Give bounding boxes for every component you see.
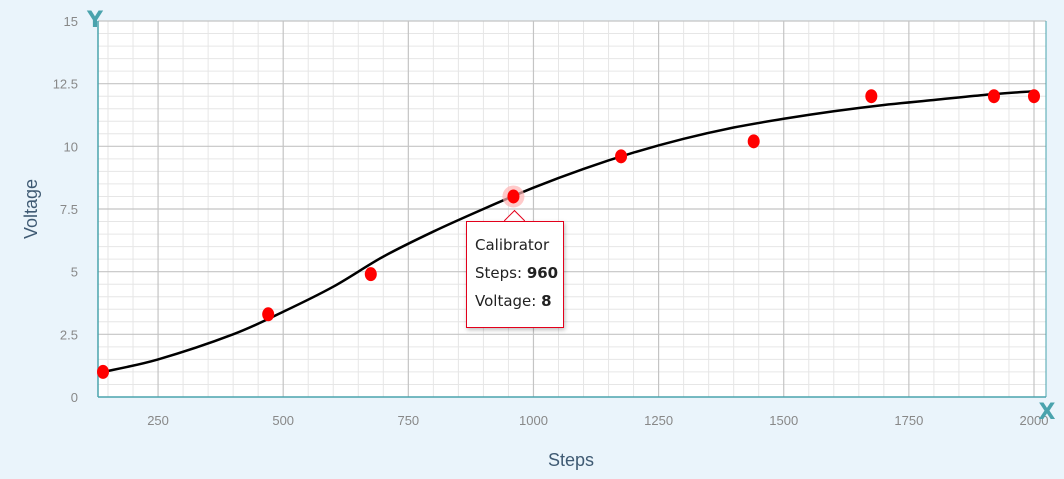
x-tick-label: 1500 (769, 413, 798, 428)
y-tick-labels: 0 2.5 5 7.5 10 12.5 15 (53, 14, 78, 405)
data-point[interactable] (262, 307, 275, 322)
y-tick-label: 15 (64, 14, 78, 29)
y-tick-label: 7.5 (60, 202, 78, 217)
tooltip-steps: Steps: 960 (475, 264, 563, 292)
tooltip-voltage: Voltage: 8 (475, 292, 563, 320)
y-tick-label: 2.5 (60, 327, 78, 342)
data-points (97, 89, 1040, 379)
y-axis-title: Voltage (21, 179, 41, 239)
data-point[interactable] (1028, 89, 1040, 104)
fit-curve-line (102, 89, 1035, 374)
data-point[interactable] (97, 364, 110, 379)
x-tick-labels: 250 500 750 1000 1250 1500 1750 2000 (147, 413, 1048, 428)
x-tick-label: 250 (147, 413, 169, 428)
y-axis-badge: Y (86, 8, 104, 33)
y-tick-label: 10 (64, 139, 78, 154)
data-point[interactable] (615, 149, 628, 164)
x-axis-title: Steps (548, 450, 594, 470)
tooltip-series-name: Calibrator (475, 236, 550, 254)
major-grid (98, 20, 1046, 397)
tooltip-steps-label: Steps: (475, 264, 523, 282)
x-tick-label: 750 (397, 413, 419, 428)
y-tick-label: 0 (71, 390, 78, 405)
tooltip-voltage-value: 8 (541, 292, 552, 310)
x-tick-label: 1750 (894, 413, 923, 428)
x-tick-label: 500 (272, 413, 294, 428)
x-tick-label: 2000 (1020, 413, 1049, 428)
data-point[interactable] (987, 89, 1000, 104)
tooltip-voltage-label: Voltage: (475, 292, 537, 310)
data-point[interactable] (747, 134, 760, 149)
data-point[interactable] (364, 267, 377, 282)
x-tick-label: 1250 (644, 413, 673, 428)
y-tick-label: 5 (71, 265, 78, 280)
point-tooltip: Calibrator Steps: 960 Voltage: 8 (466, 221, 564, 328)
data-point[interactable] (865, 89, 878, 104)
x-axis-badge: X (1039, 400, 1056, 425)
y-tick-label: 12.5 (53, 77, 78, 92)
tooltip-steps-value: 960 (526, 264, 559, 282)
x-tick-label: 1000 (519, 413, 548, 428)
data-point[interactable] (507, 189, 520, 204)
